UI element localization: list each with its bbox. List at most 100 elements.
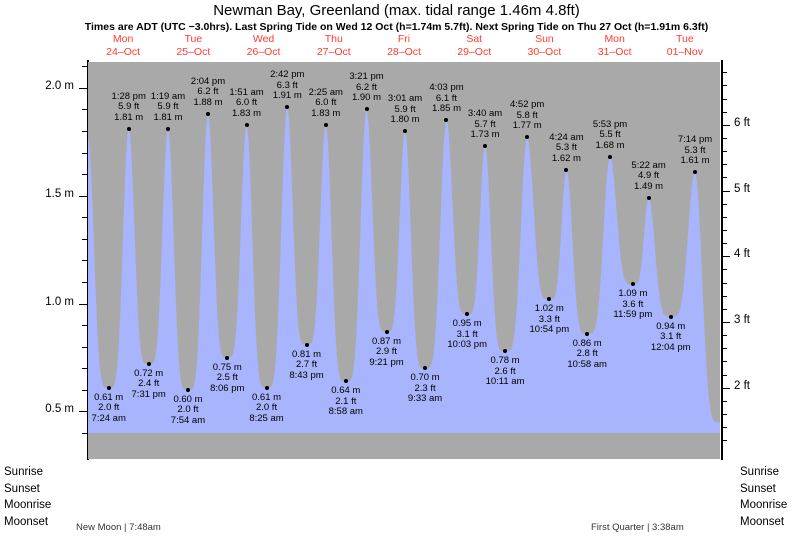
y-tick-right-minor	[722, 243, 727, 245]
tide-label-ft: 6.0 ft	[235, 97, 258, 109]
tide-label-time: 7:14 pm	[677, 134, 713, 145]
tide-label-m: 1.09 m	[618, 288, 648, 300]
tide-point-high-16	[403, 129, 408, 134]
tide-label-ft: 2.3 ft	[414, 382, 436, 394]
tide-label-m: 0.94 m	[656, 320, 686, 332]
y-tick-left-minor	[82, 109, 87, 111]
day-header-date: 01–Nov	[666, 45, 703, 58]
y-tick-left-minor	[82, 174, 87, 176]
tide-label-m: 1.83 m	[311, 107, 341, 119]
tide-label-m: 1.49 m	[634, 180, 664, 192]
y-tick-left-minor	[82, 325, 87, 327]
day-header-weekday: Tue	[676, 33, 694, 45]
tide-point-low-15	[384, 329, 389, 334]
tide-label-time: 10:54 pm	[529, 324, 570, 336]
astro-sunrise: Sunrise	[740, 466, 779, 478]
tide-label-ft: 3.1 ft	[660, 331, 682, 343]
day-header-3: Wed 26–Oct	[224, 33, 304, 58]
tide-point-low-19	[465, 312, 470, 317]
tide-label-ft: 5.9 ft	[118, 101, 140, 113]
tide-label-ft: 2.5 ft	[216, 372, 238, 383]
day-header-weekday: Thu	[324, 33, 343, 45]
tide-label-low-11: 0.81 m 2.7 ft 8:43 pm	[274, 348, 340, 382]
tide-point-low-23	[547, 297, 552, 302]
y-tick-right-3-ft	[722, 322, 730, 324]
y-tick-right-minor	[722, 414, 727, 416]
y-tick-right-minor	[722, 440, 727, 442]
tide-curve	[88, 107, 720, 433]
y-label-right-2: 4 ft	[734, 248, 750, 261]
day-header-row: Mon 24–Oct Tue 25–Oct Wed 26–Oct Thu 27–Oct Fri 2…	[0, 33, 793, 63]
tide-label-ft: 6.2 ft	[355, 81, 378, 93]
y-tick-left-minor	[82, 368, 87, 370]
y-tick-right-minor	[722, 151, 727, 153]
day-header-date: 27–Oct	[316, 45, 351, 58]
tide-label-time: 5:22 am	[631, 159, 666, 171]
tide-label-ft: 2.8 ft	[576, 348, 598, 360]
y-tick-left-1-0-m	[79, 303, 87, 305]
tide-label-m: 1.77 m	[512, 120, 542, 132]
tide-label-time: 8:25 am	[249, 412, 284, 424]
day-header-weekday: Wed	[252, 33, 275, 45]
astro-moonrise: Moonrise	[740, 499, 788, 511]
tide-label-low-3: 0.72 m 2.4 ft 7:31 pm	[116, 367, 182, 401]
y-tick-left-2-0-m	[79, 87, 87, 89]
tide-label-m: 0.72 m	[134, 367, 164, 379]
moon-phase-new-moon: New Moon | 7:48am	[76, 522, 161, 533]
tide-label-m: 0.61 m	[94, 391, 124, 403]
tide-label-time: 1:19 am	[150, 90, 186, 102]
tide-label-time: 7:24 am	[91, 412, 126, 424]
astro-sunrise: Sunrise	[4, 466, 43, 478]
day-header-4: Thu 27–Oct	[294, 33, 374, 58]
tide-label-ft: 5.8 ft	[516, 109, 538, 121]
tide-label-high-24: 4:24 am 5.3 ft 1.62 m	[533, 132, 599, 165]
tide-point-high-14	[364, 107, 369, 112]
tide-point-high-24	[564, 167, 569, 172]
tide-label-m: 0.78 m	[490, 355, 520, 367]
tide-label-m: 0.61 m	[251, 391, 282, 403]
tide-label-ft: 5.9 ft	[394, 103, 416, 115]
tide-label-high-6: 2:04 pm 6.2 ft 1.88 m	[175, 75, 241, 109]
tide-label-high-22: 4:52 pm 5.8 ft 1.77 m	[494, 100, 560, 132]
tide-label-high-14: 3:21 pm 6.2 ft 1.90 m	[334, 72, 400, 104]
tide-label-high-18: 4:03 pm 6.1 ft 1.85 m	[413, 83, 479, 115]
day-header-weekday: Mon	[112, 33, 134, 45]
page-title: Newman Bay, Greenland (max. tidal range …	[213, 2, 580, 19]
y-tick-left-minor	[82, 346, 87, 348]
day-header-weekday: Mon	[604, 33, 625, 45]
y-tick-right-minor	[722, 177, 727, 179]
day-header-date: 29–Oct	[457, 45, 492, 58]
day-header-weekday: Sun	[535, 33, 554, 45]
tide-label-high-12: 2:25 am 6.0 ft 1.83 m	[293, 87, 359, 120]
astro-sunset: Sunset	[4, 482, 40, 495]
y-label-left-2: 1.0 m	[45, 295, 74, 308]
tide-label-low-1: 0.61 m 2.0 ft 7:24 am	[76, 391, 142, 425]
tide-label-time: 2:04 pm	[190, 75, 226, 87]
y-label-left-3: 0.5 m	[45, 403, 74, 416]
day-header-2: Tue 25–Oct	[153, 33, 233, 58]
tide-label-ft: 4.9 ft	[638, 170, 660, 182]
tide-label-time: 3:21 pm	[349, 71, 384, 83]
day-header-date: 26–Oct	[246, 45, 281, 58]
y-tick-left-minor	[82, 260, 87, 262]
tide-label-time: 1:28 pm	[111, 90, 146, 102]
day-header-1: Mon 24–Oct	[83, 33, 163, 58]
tide-label-high-2: 1:28 pm 5.9 ft 1.81 m	[96, 90, 162, 124]
tide-point-high-18	[444, 118, 449, 123]
tide-label-high-30: 7:14 pm 5.3 ft 1.61 m	[662, 134, 728, 167]
tide-point-high-28	[646, 195, 651, 200]
tide-label-ft: 5.9 ft	[157, 101, 179, 113]
y-tick-right-minor	[722, 216, 727, 218]
tide-label-low-29: 0.94 m 3.1 ft 12:04 pm	[638, 320, 704, 354]
tide-label-time: 7:54 am	[170, 414, 206, 426]
tide-label-m: 0.81 m	[291, 348, 322, 360]
tide-point-low-3	[146, 361, 151, 366]
tide-label-ft: 6.0 ft	[315, 97, 337, 109]
tide-label-high-20: 3:40 am 5.7 ft 1.73 m	[452, 109, 518, 141]
tide-point-high-22	[525, 135, 530, 140]
astro-moonset: Moonset	[740, 515, 785, 528]
tide-label-low-9: 0.61 m 2.0 ft 8:25 am	[234, 391, 300, 425]
y-tick-right-minor	[722, 230, 727, 231]
tide-point-low-1	[106, 385, 111, 390]
tide-label-ft: 3.3 ft	[538, 313, 560, 325]
